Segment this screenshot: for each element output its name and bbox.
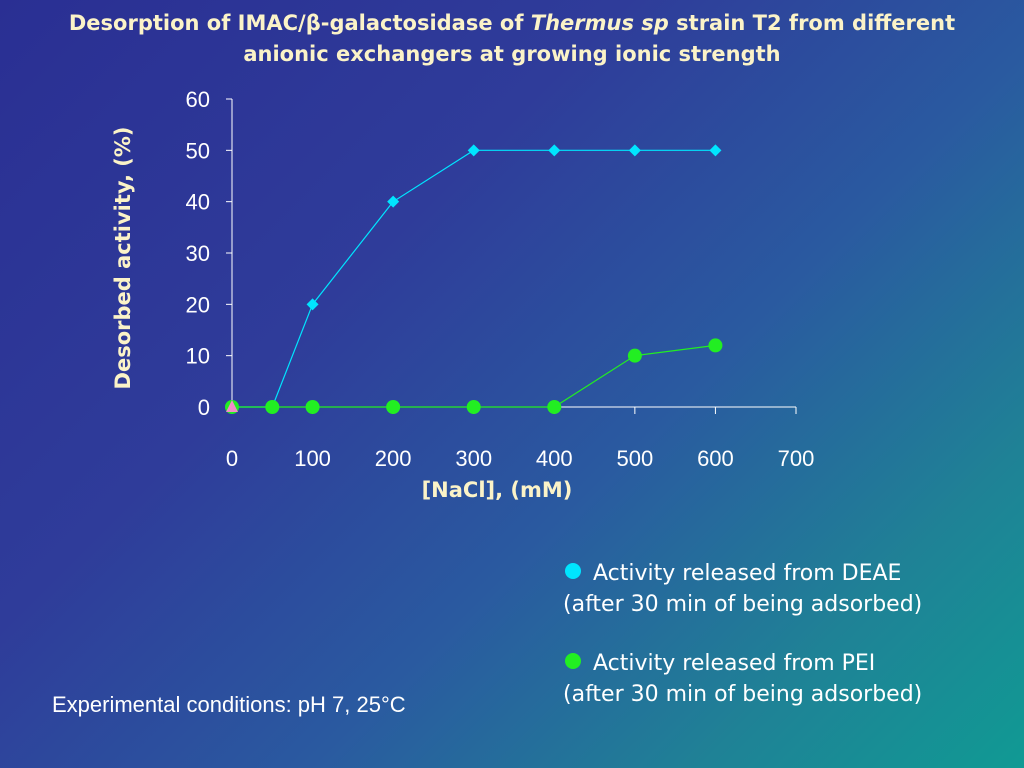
x-tick-label: 600 [697, 446, 734, 471]
experimental-conditions: Experimental conditions: pH 7, 25°C [52, 692, 406, 717]
title-part: -galactosidase of [320, 11, 531, 35]
triangle-marker [226, 400, 238, 412]
x-tick-label: 100 [294, 446, 331, 471]
y-tick-label: 10 [186, 344, 210, 369]
y-tick-label: 30 [186, 241, 210, 266]
y-tick-label: 20 [186, 292, 210, 317]
title-line-2: anionic exchangers at growing ionic stre… [243, 42, 781, 66]
y-tick-label: 40 [186, 190, 210, 215]
title-beta-symbol: β [305, 11, 321, 35]
diamond-marker [628, 144, 641, 157]
circle-marker [708, 338, 723, 353]
circle-marker [627, 348, 642, 363]
y-tick-label: 60 [186, 87, 210, 112]
x-tick-label: 200 [375, 446, 412, 471]
diamond-marker [548, 144, 561, 157]
diamond-marker [306, 298, 319, 311]
y-tick-label: 50 [186, 138, 210, 163]
series-line-2 [232, 344, 716, 408]
diamond-marker [467, 144, 480, 157]
legend-dot-icon [565, 563, 581, 579]
x-tick-label: 700 [778, 446, 815, 471]
legend: Activity released from DEAE (after 30 mi… [563, 558, 1003, 738]
legend-label: Activity released from DEAE [593, 561, 902, 586]
diamond-marker [387, 195, 400, 208]
circle-marker [466, 400, 481, 414]
series-line-1 [232, 149, 716, 408]
title-part: Desorption of IMAC/ [68, 11, 306, 35]
legend-item-deae: Activity released from DEAE (after 30 mi… [563, 558, 1003, 620]
x-tick-label: 500 [616, 446, 653, 471]
title-species-italic: Thermus sp [530, 11, 669, 35]
circle-marker [547, 400, 562, 414]
circle-marker [305, 400, 320, 414]
slide-title: Desorption of IMAC/β-galactosidase of Th… [0, 8, 1024, 70]
y-axis-label: Desorbed activity, (%) [111, 127, 135, 390]
diamond-marker [709, 144, 722, 157]
title-line-1: Desorption of IMAC/β-galactosidase of Th… [0, 8, 1024, 39]
legend-sublabel: (after 30 min of being adsorbed) [563, 682, 923, 707]
title-part: strain T2 from different [668, 11, 956, 35]
legend-item-pei: Activity released from PEI (after 30 min… [563, 648, 1003, 710]
x-tick-label: 0 [226, 446, 238, 471]
legend-label: Activity released from PEI [593, 651, 876, 676]
circle-marker [265, 400, 280, 414]
legend-sublabel: (after 30 min of being adsorbed) [563, 592, 923, 617]
circle-marker [386, 400, 401, 414]
x-axis-label: [NaCl], (mM) [422, 478, 573, 502]
y-tick-label: 0 [198, 395, 210, 420]
x-tick-label: 400 [536, 446, 573, 471]
legend-dot-icon [565, 653, 581, 669]
x-tick-label: 300 [455, 446, 492, 471]
